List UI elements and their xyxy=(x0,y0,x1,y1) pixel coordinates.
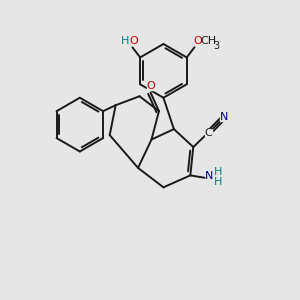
Text: N: N xyxy=(205,171,213,181)
Bar xyxy=(220,115,227,121)
Text: CH: CH xyxy=(201,36,217,46)
Text: H: H xyxy=(120,36,129,46)
Text: C: C xyxy=(204,128,212,138)
Bar xyxy=(194,38,217,45)
Text: H: H xyxy=(214,167,222,177)
Text: 3: 3 xyxy=(214,41,220,51)
Bar xyxy=(121,38,134,45)
Text: N: N xyxy=(220,112,228,122)
Text: O: O xyxy=(146,81,155,91)
Bar xyxy=(205,129,211,136)
Text: O: O xyxy=(130,36,139,46)
Text: O: O xyxy=(194,36,203,46)
Bar xyxy=(206,174,215,182)
Text: H: H xyxy=(214,177,222,187)
Bar xyxy=(147,83,154,90)
